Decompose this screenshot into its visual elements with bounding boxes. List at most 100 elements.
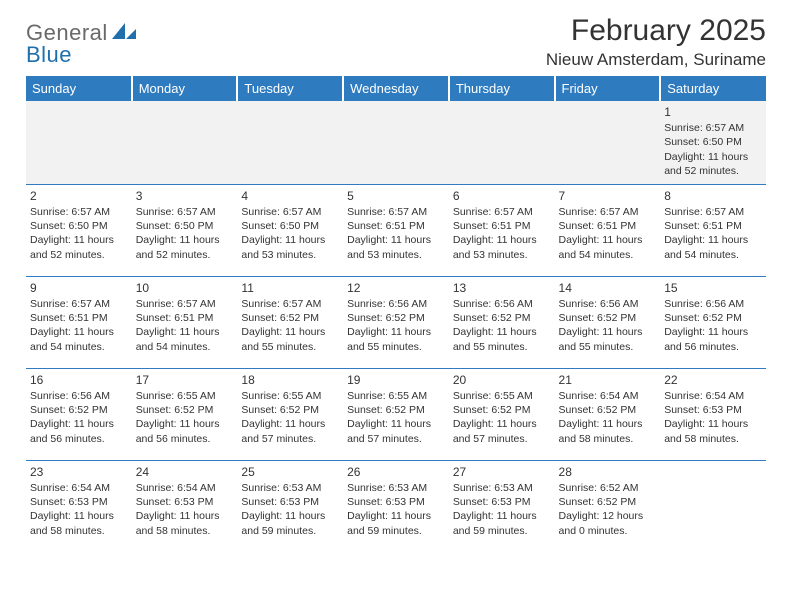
sunrise-text: Sunrise: 6:57 AM — [347, 205, 445, 219]
day-number: 18 — [241, 372, 339, 388]
calendar-day-cell: 15Sunrise: 6:56 AMSunset: 6:52 PMDayligh… — [660, 276, 766, 368]
sunrise-text: Sunrise: 6:57 AM — [664, 121, 762, 135]
day-number: 5 — [347, 188, 445, 204]
weekday-header: Tuesday — [237, 76, 343, 101]
sunrise-text: Sunrise: 6:57 AM — [664, 205, 762, 219]
calendar-day-cell: 9Sunrise: 6:57 AMSunset: 6:51 PMDaylight… — [26, 276, 132, 368]
daylight-text: Daylight: 11 hours and 55 minutes. — [559, 325, 657, 353]
sunrise-text: Sunrise: 6:57 AM — [559, 205, 657, 219]
day-number: 9 — [30, 280, 128, 296]
daylight-text: Daylight: 11 hours and 54 minutes. — [30, 325, 128, 353]
calendar-day-cell: 14Sunrise: 6:56 AMSunset: 6:52 PMDayligh… — [555, 276, 661, 368]
weekday-header: Wednesday — [343, 76, 449, 101]
daylight-text: Daylight: 11 hours and 54 minutes. — [559, 233, 657, 261]
logo-sail-icon — [112, 21, 138, 46]
sunrise-text: Sunrise: 6:57 AM — [136, 205, 234, 219]
daylight-text: Daylight: 11 hours and 54 minutes. — [664, 233, 762, 261]
sunset-text: Sunset: 6:51 PM — [453, 219, 551, 233]
daylight-text: Daylight: 11 hours and 53 minutes. — [453, 233, 551, 261]
calendar-table: Sunday Monday Tuesday Wednesday Thursday… — [26, 76, 766, 552]
sunset-text: Sunset: 6:52 PM — [30, 403, 128, 417]
day-number: 26 — [347, 464, 445, 480]
month-title: February 2025 — [546, 14, 766, 48]
calendar-day-cell: 5Sunrise: 6:57 AMSunset: 6:51 PMDaylight… — [343, 184, 449, 276]
sunset-text: Sunset: 6:52 PM — [241, 311, 339, 325]
daylight-text: Daylight: 11 hours and 59 minutes. — [453, 509, 551, 537]
weekday-header: Friday — [555, 76, 661, 101]
sunset-text: Sunset: 6:51 PM — [664, 219, 762, 233]
daylight-text: Daylight: 11 hours and 53 minutes. — [347, 233, 445, 261]
calendar-day-cell: 1Sunrise: 6:57 AMSunset: 6:50 PMDaylight… — [660, 101, 766, 184]
calendar-day-cell: 18Sunrise: 6:55 AMSunset: 6:52 PMDayligh… — [237, 368, 343, 460]
sunset-text: Sunset: 6:53 PM — [347, 495, 445, 509]
weekday-header: Monday — [132, 76, 238, 101]
sunrise-text: Sunrise: 6:57 AM — [136, 297, 234, 311]
calendar-page: General February 2025 Nieuw Amsterdam, S… — [0, 0, 792, 562]
sunrise-text: Sunrise: 6:54 AM — [136, 481, 234, 495]
day-number: 24 — [136, 464, 234, 480]
sunset-text: Sunset: 6:50 PM — [241, 219, 339, 233]
sunrise-text: Sunrise: 6:55 AM — [241, 389, 339, 403]
sunrise-text: Sunrise: 6:57 AM — [241, 297, 339, 311]
daylight-text: Daylight: 11 hours and 59 minutes. — [241, 509, 339, 537]
day-number: 15 — [664, 280, 762, 296]
sunset-text: Sunset: 6:53 PM — [453, 495, 551, 509]
sunrise-text: Sunrise: 6:55 AM — [136, 389, 234, 403]
calendar-day-cell — [449, 101, 555, 184]
sunset-text: Sunset: 6:52 PM — [241, 403, 339, 417]
calendar-day-cell: 13Sunrise: 6:56 AMSunset: 6:52 PMDayligh… — [449, 276, 555, 368]
sunset-text: Sunset: 6:53 PM — [664, 403, 762, 417]
calendar-week-row: 23Sunrise: 6:54 AMSunset: 6:53 PMDayligh… — [26, 460, 766, 552]
calendar-day-cell — [132, 101, 238, 184]
calendar-day-cell: 6Sunrise: 6:57 AMSunset: 6:51 PMDaylight… — [449, 184, 555, 276]
sunrise-text: Sunrise: 6:52 AM — [559, 481, 657, 495]
day-number: 20 — [453, 372, 551, 388]
calendar-day-cell: 23Sunrise: 6:54 AMSunset: 6:53 PMDayligh… — [26, 460, 132, 552]
daylight-text: Daylight: 11 hours and 58 minutes. — [30, 509, 128, 537]
sunrise-text: Sunrise: 6:57 AM — [453, 205, 551, 219]
daylight-text: Daylight: 11 hours and 57 minutes. — [241, 417, 339, 445]
day-number: 17 — [136, 372, 234, 388]
sunset-text: Sunset: 6:52 PM — [347, 311, 445, 325]
calendar-day-cell: 22Sunrise: 6:54 AMSunset: 6:53 PMDayligh… — [660, 368, 766, 460]
calendar-day-cell: 21Sunrise: 6:54 AMSunset: 6:52 PMDayligh… — [555, 368, 661, 460]
day-number: 27 — [453, 464, 551, 480]
sunset-text: Sunset: 6:50 PM — [664, 135, 762, 149]
calendar-day-cell: 28Sunrise: 6:52 AMSunset: 6:52 PMDayligh… — [555, 460, 661, 552]
day-number: 6 — [453, 188, 551, 204]
sunset-text: Sunset: 6:51 PM — [30, 311, 128, 325]
weekday-header: Sunday — [26, 76, 132, 101]
daylight-text: Daylight: 11 hours and 54 minutes. — [136, 325, 234, 353]
calendar-day-cell: 10Sunrise: 6:57 AMSunset: 6:51 PMDayligh… — [132, 276, 238, 368]
calendar-week-row: 1Sunrise: 6:57 AMSunset: 6:50 PMDaylight… — [26, 101, 766, 184]
sunrise-text: Sunrise: 6:54 AM — [559, 389, 657, 403]
daylight-text: Daylight: 11 hours and 58 minutes. — [136, 509, 234, 537]
calendar-week-row: 16Sunrise: 6:56 AMSunset: 6:52 PMDayligh… — [26, 368, 766, 460]
sunrise-text: Sunrise: 6:56 AM — [347, 297, 445, 311]
daylight-text: Daylight: 11 hours and 53 minutes. — [241, 233, 339, 261]
sunrise-text: Sunrise: 6:55 AM — [347, 389, 445, 403]
sunset-text: Sunset: 6:52 PM — [453, 403, 551, 417]
sunset-text: Sunset: 6:52 PM — [664, 311, 762, 325]
daylight-text: Daylight: 11 hours and 55 minutes. — [241, 325, 339, 353]
sunset-text: Sunset: 6:50 PM — [30, 219, 128, 233]
daylight-text: Daylight: 11 hours and 55 minutes. — [453, 325, 551, 353]
sunset-text: Sunset: 6:52 PM — [559, 311, 657, 325]
header-bar: General February 2025 Nieuw Amsterdam, S… — [26, 14, 766, 70]
sunrise-text: Sunrise: 6:53 AM — [347, 481, 445, 495]
day-number: 13 — [453, 280, 551, 296]
day-number: 7 — [559, 188, 657, 204]
sunset-text: Sunset: 6:51 PM — [136, 311, 234, 325]
sunset-text: Sunset: 6:52 PM — [453, 311, 551, 325]
calendar-day-cell: 3Sunrise: 6:57 AMSunset: 6:50 PMDaylight… — [132, 184, 238, 276]
sunset-text: Sunset: 6:52 PM — [559, 403, 657, 417]
calendar-day-cell: 8Sunrise: 6:57 AMSunset: 6:51 PMDaylight… — [660, 184, 766, 276]
sunset-text: Sunset: 6:50 PM — [136, 219, 234, 233]
calendar-day-cell: 19Sunrise: 6:55 AMSunset: 6:52 PMDayligh… — [343, 368, 449, 460]
sunrise-text: Sunrise: 6:55 AM — [453, 389, 551, 403]
calendar-header-row: Sunday Monday Tuesday Wednesday Thursday… — [26, 76, 766, 101]
sunset-text: Sunset: 6:53 PM — [30, 495, 128, 509]
day-number: 16 — [30, 372, 128, 388]
calendar-day-cell: 17Sunrise: 6:55 AMSunset: 6:52 PMDayligh… — [132, 368, 238, 460]
day-number: 14 — [559, 280, 657, 296]
